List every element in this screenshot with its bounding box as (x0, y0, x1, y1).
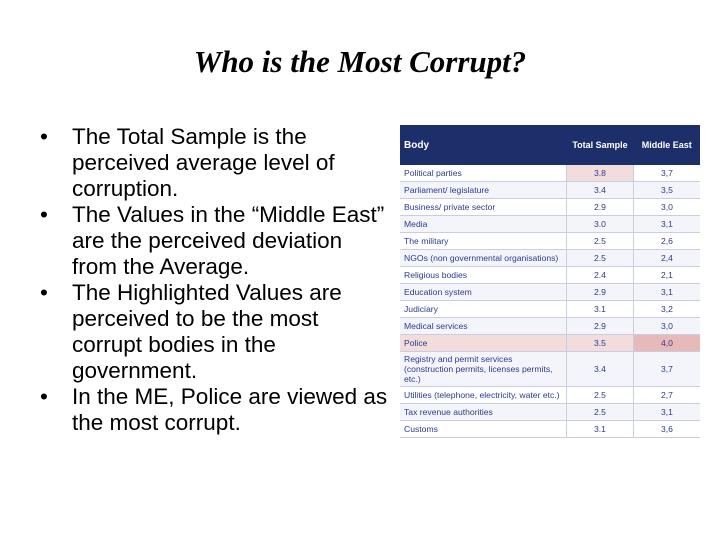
value-cell: 3,1 (633, 403, 700, 421)
value-cell: 3.1 (566, 420, 634, 438)
bullet: The Total Sample is the perceived averag… (40, 124, 388, 202)
value-cell: 2.9 (566, 283, 634, 301)
body-cell: Parliament/ legislature (400, 181, 567, 199)
value-cell: 3,0 (633, 317, 700, 335)
header-cell: Body (400, 125, 567, 165)
body-cell: Tax revenue authorities (400, 403, 567, 421)
table-row: Religious bodies 2.4 2,1 (400, 266, 700, 284)
value-cell: 3,7 (633, 165, 700, 182)
body-cell: Political parties (400, 165, 567, 182)
table-row: Parliament/ legislature 3.4 3,5 (400, 181, 700, 199)
table-row: Business/ private sector 2.9 3,0 (400, 198, 700, 216)
corruption-table: Body Total Sample Middle East Political pa… (400, 125, 700, 438)
bullet: The Highlighted Values are perceived to … (40, 280, 388, 384)
value-cell: 2,6 (633, 232, 700, 250)
body-cell: Media (400, 215, 567, 233)
value-cell: 2.5 (566, 232, 634, 250)
slide-title: Who is the Most Corrupt? (193, 44, 527, 79)
table-row: Registry and permit services (constructi… (400, 351, 700, 387)
bullet: The Values in the “Middle East” are the … (40, 202, 388, 280)
body-cell: Medical services (400, 317, 567, 335)
table-row: Tax revenue authorities 2.5 3,1 (400, 403, 700, 421)
value-cell: 2.9 (566, 317, 634, 335)
value-cell: 3.4 (566, 181, 634, 199)
table-row: Media 3.0 3,1 (400, 215, 700, 233)
table-row: Political parties 3.8 3,7 (400, 165, 700, 182)
value-cell: 3,1 (633, 215, 700, 233)
body-cell: Police (400, 334, 567, 352)
value-cell: 2.5 (566, 403, 634, 421)
value-cell: 3.5 (566, 334, 634, 352)
body-cell: Judiciary (400, 300, 567, 318)
header-row: Body Total Sample Middle East (400, 125, 700, 165)
value-cell: 3.0 (566, 215, 634, 233)
value-cell: 3.8 (566, 165, 634, 182)
value-cell: 3,2 (633, 300, 700, 318)
value-cell: 2,4 (633, 249, 700, 267)
value-cell: 2.5 (566, 249, 634, 267)
value-cell: 2.4 (566, 266, 634, 284)
body-cell: Education system (400, 283, 567, 301)
table-row: Utilities (telephone, electricity, water… (400, 386, 700, 404)
value-cell: 3,5 (633, 181, 700, 199)
bullet-list: The Total Sample is the perceived averag… (26, 124, 388, 436)
body-cell: Religious bodies (400, 266, 567, 284)
value-cell: 2.5 (566, 386, 634, 404)
body-cell: Utilities (telephone, electricity, water… (400, 386, 567, 404)
value-cell: 3,0 (633, 198, 700, 216)
value-cell: 2,7 (633, 386, 700, 404)
table-row: NGOs (non governmental organisations) 2.5… (400, 249, 700, 267)
body-cell: NGOs (non governmental organisations) (400, 249, 567, 267)
body-cell: Business/ private sector (400, 198, 567, 216)
bullet: In the ME, Police are viewed as the most… (40, 384, 388, 436)
body-cell: Customs (400, 420, 567, 438)
value-cell: 3,6 (633, 420, 700, 438)
body-cell: Registry and permit services (constructi… (400, 351, 567, 387)
table-row: Customs 3.1 3,6 (400, 420, 700, 438)
header-cell: Middle East (633, 125, 700, 165)
header-cell: Total Sample (566, 125, 634, 165)
value-cell: 4,0 (633, 334, 700, 352)
table-row: Judiciary 3.1 3,2 (400, 300, 700, 318)
table-row: The military 2.5 2,6 (400, 232, 700, 250)
value-cell: 2.9 (566, 198, 634, 216)
table-row: Police 3.5 4,0 (400, 334, 700, 352)
value-cell: 3,1 (633, 283, 700, 301)
table-row: Medical services 2.9 3,0 (400, 317, 700, 335)
value-cell: 3.4 (566, 351, 634, 387)
value-cell: 3,7 (633, 351, 700, 387)
body-cell: The military (400, 232, 567, 250)
value-cell: 2,1 (633, 266, 700, 284)
value-cell: 3.1 (566, 300, 634, 318)
table-row: Education system 2.9 3,1 (400, 283, 700, 301)
